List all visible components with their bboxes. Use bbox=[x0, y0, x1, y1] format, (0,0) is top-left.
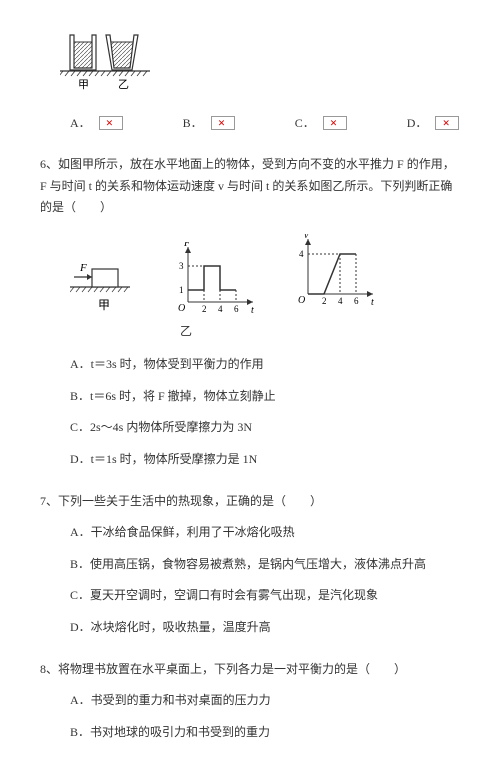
option-a: A． bbox=[70, 113, 123, 135]
question-7: 7、下列一些关于生活中的热现象，正确的是（ ） A．干冰给食品保鲜，利用了干冰熔… bbox=[40, 491, 460, 639]
q6-opt-d: D．t＝1s 时，物体所受摩擦力是 1N bbox=[70, 449, 460, 471]
svg-text:4: 4 bbox=[338, 296, 343, 306]
q-num: 6、 bbox=[40, 157, 58, 171]
cup-svg: 甲 乙 bbox=[60, 30, 150, 90]
q6-vt-wrapper: v t 4 O 2 4 6 bbox=[290, 234, 380, 317]
option-d: D． bbox=[407, 113, 460, 135]
option-letter: C． bbox=[295, 113, 315, 135]
svg-text:4: 4 bbox=[299, 249, 304, 259]
q-num: 8、 bbox=[40, 662, 58, 676]
q-text: 如图甲所示，放在水平地面上的物体，受到方向不变的水平推力 F 的作用，F 与时间… bbox=[40, 157, 455, 214]
svg-text:F: F bbox=[79, 262, 87, 274]
svg-text:6: 6 bbox=[234, 304, 239, 314]
cup-label-right: 乙 bbox=[118, 78, 129, 90]
svg-text:甲: 甲 bbox=[98, 298, 110, 312]
cup-figure: 甲 乙 bbox=[60, 30, 460, 98]
missing-image-icon bbox=[323, 116, 347, 130]
q7-opt-c: C．夏天开空调时，空调口有时会有雾气出现，是汽化现象 bbox=[70, 585, 460, 607]
missing-image-icon bbox=[99, 116, 123, 130]
q6-opt-a: A．t＝3s 时，物体受到平衡力的作用 bbox=[70, 354, 460, 376]
svg-text:t: t bbox=[251, 305, 254, 316]
q6-vt-graph: v t 4 O 2 4 6 bbox=[290, 234, 380, 309]
svg-text:t: t bbox=[371, 297, 374, 308]
option-letter: B． bbox=[183, 113, 203, 135]
svg-text:1: 1 bbox=[179, 285, 184, 295]
q6-ft-graph: F t 1 3 O 2 4 6 bbox=[170, 242, 260, 317]
q6-opt-b: B．t＝6s 时，将 F 撤掉，物体立刻静止 bbox=[70, 386, 460, 408]
q7-opt-d: D．冰块熔化时，吸收热量，温度升高 bbox=[70, 617, 460, 639]
q-text: 将物理书放置在水平桌面上，下列各力是一对平衡力的是（ ） bbox=[58, 662, 406, 676]
option-letter: D． bbox=[407, 113, 428, 135]
cup-label-left: 甲 bbox=[78, 79, 89, 90]
q8-opt-b: B．书对地球的吸引力和书受到的重力 bbox=[70, 722, 460, 744]
q6-graphs: F 甲 F t 1 3 O 2 4 6 bbox=[70, 234, 460, 317]
q8-stem: 8、将物理书放置在水平桌面上，下列各力是一对平衡力的是（ ） bbox=[40, 659, 460, 681]
option-c: C． bbox=[295, 113, 347, 135]
q6-options: A．t＝3s 时，物体受到平衡力的作用 B．t＝6s 时，将 F 撤掉，物体立刻… bbox=[70, 354, 460, 470]
q8-opt-a: A．书受到的重力和书对桌面的压力力 bbox=[70, 690, 460, 712]
missing-image-icon bbox=[435, 116, 459, 130]
svg-text:3: 3 bbox=[179, 261, 184, 271]
question-8: 8、将物理书放置在水平桌面上，下列各力是一对平衡力的是（ ） A．书受到的重力和… bbox=[40, 659, 460, 744]
q5-options: A． B． C． D． bbox=[70, 113, 460, 135]
missing-image-icon bbox=[211, 116, 235, 130]
svg-text:6: 6 bbox=[354, 296, 359, 306]
q8-options: A．书受到的重力和书对桌面的压力力 B．书对地球的吸引力和书受到的重力 bbox=[70, 690, 460, 743]
svg-text:F: F bbox=[183, 242, 191, 249]
svg-text:v: v bbox=[304, 234, 309, 241]
q-text: 下列一些关于生活中的热现象，正确的是（ ） bbox=[58, 494, 322, 508]
svg-text:O: O bbox=[298, 295, 305, 306]
svg-text:2: 2 bbox=[322, 296, 327, 306]
q7-opt-b: B．使用高压锅，食物容易被煮熟，是锅内气压增大，液体沸点升高 bbox=[70, 554, 460, 576]
q6-caption-yi: 乙 bbox=[180, 321, 460, 343]
svg-text:4: 4 bbox=[218, 304, 223, 314]
svg-text:O: O bbox=[178, 303, 185, 314]
option-letter: A． bbox=[70, 113, 91, 135]
q6-block-figure: F 甲 bbox=[70, 247, 140, 317]
svg-text:2: 2 bbox=[202, 304, 207, 314]
option-b: B． bbox=[183, 113, 235, 135]
q6-stem: 6、如图甲所示，放在水平地面上的物体，受到方向不变的水平推力 F 的作用，F 与… bbox=[40, 154, 460, 219]
question-6: 6、如图甲所示，放在水平地面上的物体，受到方向不变的水平推力 F 的作用，F 与… bbox=[40, 154, 460, 470]
q6-opt-c: C．2s～4s 内物体所受摩擦力为 3N bbox=[70, 417, 460, 439]
q7-opt-a: A．干冰给食品保鲜，利用了干冰熔化吸热 bbox=[70, 522, 460, 544]
q7-stem: 7、下列一些关于生活中的热现象，正确的是（ ） bbox=[40, 491, 460, 513]
q7-options: A．干冰给食品保鲜，利用了干冰熔化吸热 B．使用高压锅，食物容易被煮熟，是锅内气… bbox=[70, 522, 460, 638]
q-num: 7、 bbox=[40, 494, 58, 508]
